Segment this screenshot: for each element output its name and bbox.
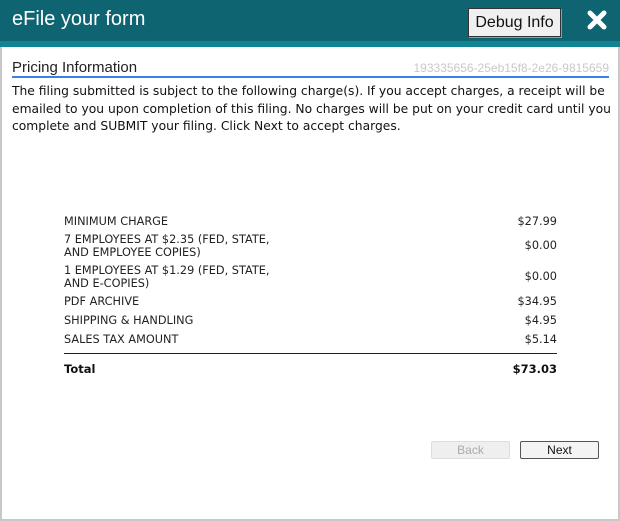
section-header: Pricing Information 193335656-25eb15f8-2… xyxy=(12,59,609,78)
charge-label-line2: AND EMPLOYEE COPIES) xyxy=(64,245,201,259)
charge-label: PDF ARCHIVE xyxy=(64,295,140,308)
charges-table: MINIMUM CHARGE $27.99 7 EMPLOYEES AT $2.3… xyxy=(64,213,557,349)
charge-amount: $0.00 xyxy=(524,239,557,252)
charge-row: 7 EMPLOYEES AT $2.35 (FED, STATE, AND EMP… xyxy=(64,230,557,261)
section-title: Pricing Information xyxy=(12,59,138,76)
close-icon[interactable] xyxy=(586,9,608,31)
charge-row: PDF ARCHIVE $34.95 xyxy=(64,292,557,311)
charge-amount: $0.00 xyxy=(524,270,557,283)
charge-label: 1 EMPLOYEES AT $1.29 (FED, STATE, AND E-C… xyxy=(64,264,269,290)
filing-id: 193335656-25eb15f8-2e26-9815659 xyxy=(413,61,609,75)
debug-info-button[interactable]: Debug Info xyxy=(468,8,561,37)
charge-label-line1: 7 EMPLOYEES AT $2.35 (FED, STATE, xyxy=(64,232,270,246)
total-amount: $73.03 xyxy=(512,362,557,376)
total-label: Total xyxy=(64,362,96,376)
charge-amount: $34.95 xyxy=(517,295,557,308)
charge-label-line2: AND E-COPIES) xyxy=(64,276,150,290)
dialog-header: eFile your form Debug Info xyxy=(0,0,620,41)
dialog-title: eFile your form xyxy=(12,8,146,30)
description-text: The filing submitted is subject to the f… xyxy=(12,84,611,133)
charge-label-line1: 1 EMPLOYEES AT $1.29 (FED, STATE, xyxy=(64,263,270,277)
charge-row: 1 EMPLOYEES AT $1.29 (FED, STATE, AND E-C… xyxy=(64,261,557,292)
charge-amount: $4.95 xyxy=(524,314,557,327)
charge-label: SHIPPING & HANDLING xyxy=(64,314,194,327)
charge-row: MINIMUM CHARGE $27.99 xyxy=(64,213,557,230)
charge-amount: $27.99 xyxy=(517,215,557,228)
header-stripe xyxy=(0,41,620,47)
charge-label: SALES TAX AMOUNT xyxy=(64,333,179,346)
total-row: Total $73.03 xyxy=(64,353,557,376)
charge-label: 7 EMPLOYEES AT $2.35 (FED, STATE, AND EMP… xyxy=(64,233,269,259)
charge-row: SALES TAX AMOUNT $5.14 xyxy=(64,330,557,349)
charge-amount: $5.14 xyxy=(524,333,557,346)
charge-row: SHIPPING & HANDLING $4.95 xyxy=(64,311,557,330)
charge-label: MINIMUM CHARGE xyxy=(64,215,169,228)
back-button[interactable]: Back xyxy=(431,441,510,459)
next-button[interactable]: Next xyxy=(520,441,599,459)
